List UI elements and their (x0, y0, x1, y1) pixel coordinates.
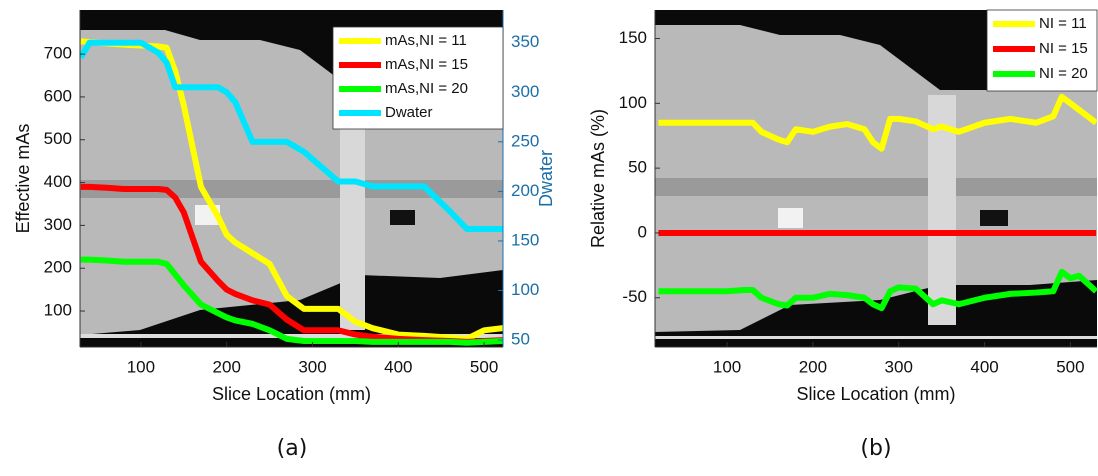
x-tick-label: 500 (470, 357, 498, 376)
x-tick-label: 200 (799, 357, 827, 376)
y2-tick-label: 50 (511, 330, 530, 349)
y2-tick-label: 350 (511, 32, 539, 51)
figure: 1002003004005001002003004005006007005010… (0, 0, 1098, 471)
legend-label: mAs,NI = 20 (385, 80, 468, 97)
x-tick-label: 300 (298, 357, 326, 376)
x-tick-label: 100 (127, 357, 155, 376)
legend-label: mAs,NI = 11 (385, 32, 467, 49)
y2-tick-label: 150 (511, 230, 539, 249)
y-tick-label: 500 (44, 129, 72, 148)
y-axis-label: Relative mAs (%) (588, 109, 608, 248)
y2-tick-label: 300 (511, 82, 539, 101)
y-tick-label: 0 (638, 222, 647, 241)
x-tick-label: 400 (384, 357, 412, 376)
y-axis-label: Effective mAs (13, 124, 33, 234)
y-tick-label: 200 (44, 258, 72, 277)
y-tick-label: 300 (44, 215, 72, 234)
y-tick-label: 600 (44, 86, 72, 105)
x-tick-label: 300 (885, 357, 913, 376)
y2-tick-label: 100 (511, 280, 539, 299)
legend-label: NI = 15 (1039, 40, 1088, 57)
caption: (a) (277, 436, 308, 461)
y-tick-label: 50 (628, 158, 647, 177)
y2-tick-label: 250 (511, 131, 539, 150)
legend-label: mAs,NI = 15 (385, 56, 468, 73)
y-tick-label: -50 (622, 287, 647, 306)
y-tick-label: 400 (44, 172, 72, 191)
y2-axis-label: Dwater (536, 150, 556, 207)
legend-label: NI = 20 (1039, 65, 1088, 82)
x-tick-label: 200 (213, 357, 241, 376)
x-tick-label: 500 (1056, 357, 1084, 376)
y-tick-label: 100 (619, 93, 647, 112)
legend-label: Dwater (385, 104, 433, 121)
y-tick-label: 150 (619, 28, 647, 47)
legend-label: NI = 11 (1039, 15, 1087, 32)
y-tick-label: 700 (44, 44, 72, 63)
x-tick-label: 400 (970, 357, 998, 376)
x-axis-label: Slice Location (mm) (796, 384, 955, 404)
y-tick-label: 100 (44, 301, 72, 320)
x-axis-label: Slice Location (mm) (212, 384, 371, 404)
caption: (b) (860, 436, 891, 461)
x-tick-label: 100 (713, 357, 741, 376)
